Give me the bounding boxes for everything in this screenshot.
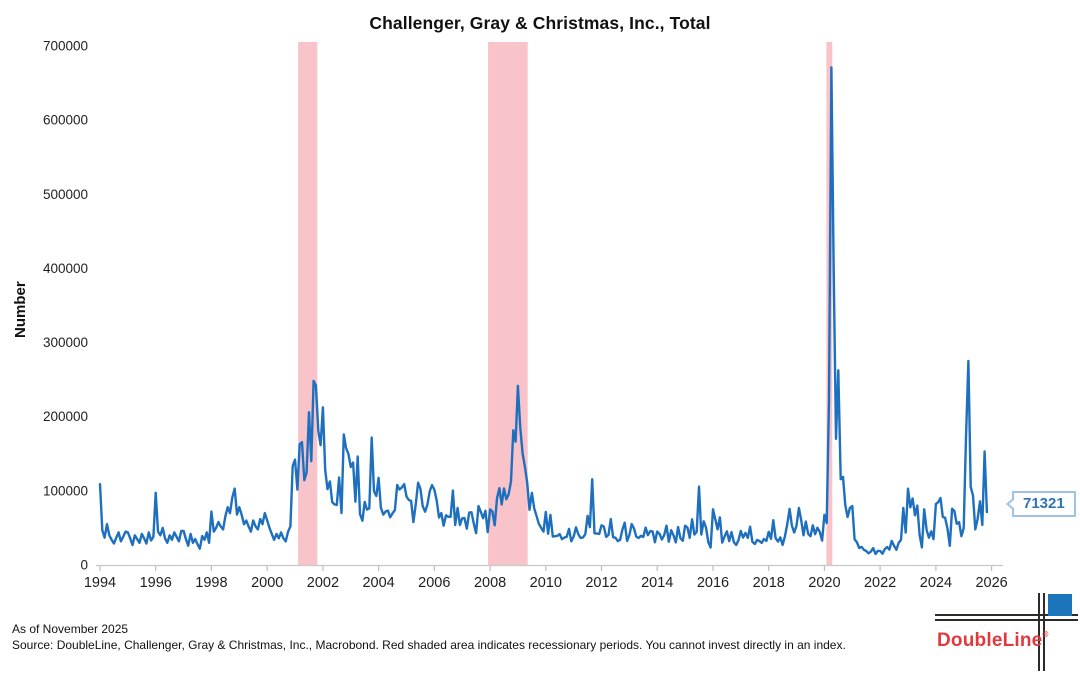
svg-text:1996: 1996 [140,575,172,591]
svg-text:100000: 100000 [43,483,88,498]
svg-text:2022: 2022 [864,575,896,591]
svg-text:400000: 400000 [43,261,88,276]
logo-blue-square-icon [1048,594,1072,616]
svg-text:2014: 2014 [641,575,673,591]
svg-text:0: 0 [80,558,88,573]
x-axis: 1994 1996 1998 2000 2002 2004 2006 2008 2010 2012… [84,564,1008,591]
doubleline-logo: DoubleLine® [930,590,1078,672]
logo-brand-name: DoubleLine [937,630,1043,651]
svg-text:2008: 2008 [474,575,506,591]
svg-text:2026: 2026 [975,575,1007,591]
registered-mark: ® [1042,630,1049,639]
svg-text:2020: 2020 [808,575,840,591]
logo-horizontal-line-icon [935,619,1078,621]
svg-text:2018: 2018 [753,575,785,591]
svg-text:2024: 2024 [920,575,952,591]
svg-text:600000: 600000 [43,113,88,128]
svg-text:1994: 1994 [84,575,116,591]
y-axis: 0 100000 200000 300000 400000 500000 600000 700… [43,39,88,573]
svg-text:200000: 200000 [43,409,88,424]
svg-text:1998: 1998 [195,575,227,591]
svg-text:500000: 500000 [43,187,88,202]
svg-text:2000: 2000 [251,575,283,591]
as-of-note: As of November 2025 [12,622,129,636]
svg-text:300000: 300000 [43,335,88,350]
logo-vertical-line-icon [1038,593,1040,671]
svg-text:2012: 2012 [585,575,617,591]
svg-text:700000: 700000 [43,39,88,54]
source-note: Source: DoubleLine, Challenger, Gray & C… [12,638,846,652]
data-series-line [98,66,989,556]
logo-vertical-line-icon [1043,593,1045,671]
latest-value-label: 71321 [1023,495,1065,512]
chart-title: Challenger, Gray & Christmas, Inc., Tota… [369,13,711,33]
latest-value-callout: 71321 [1006,491,1076,517]
logo-horizontal-line-icon [935,614,1078,616]
svg-text:2016: 2016 [697,575,729,591]
svg-text:2010: 2010 [530,575,562,591]
svg-text:2004: 2004 [362,575,394,591]
svg-text:2002: 2002 [307,575,339,591]
svg-text:2006: 2006 [418,575,450,591]
logo-brand-text: DoubleLine® [937,630,1049,652]
